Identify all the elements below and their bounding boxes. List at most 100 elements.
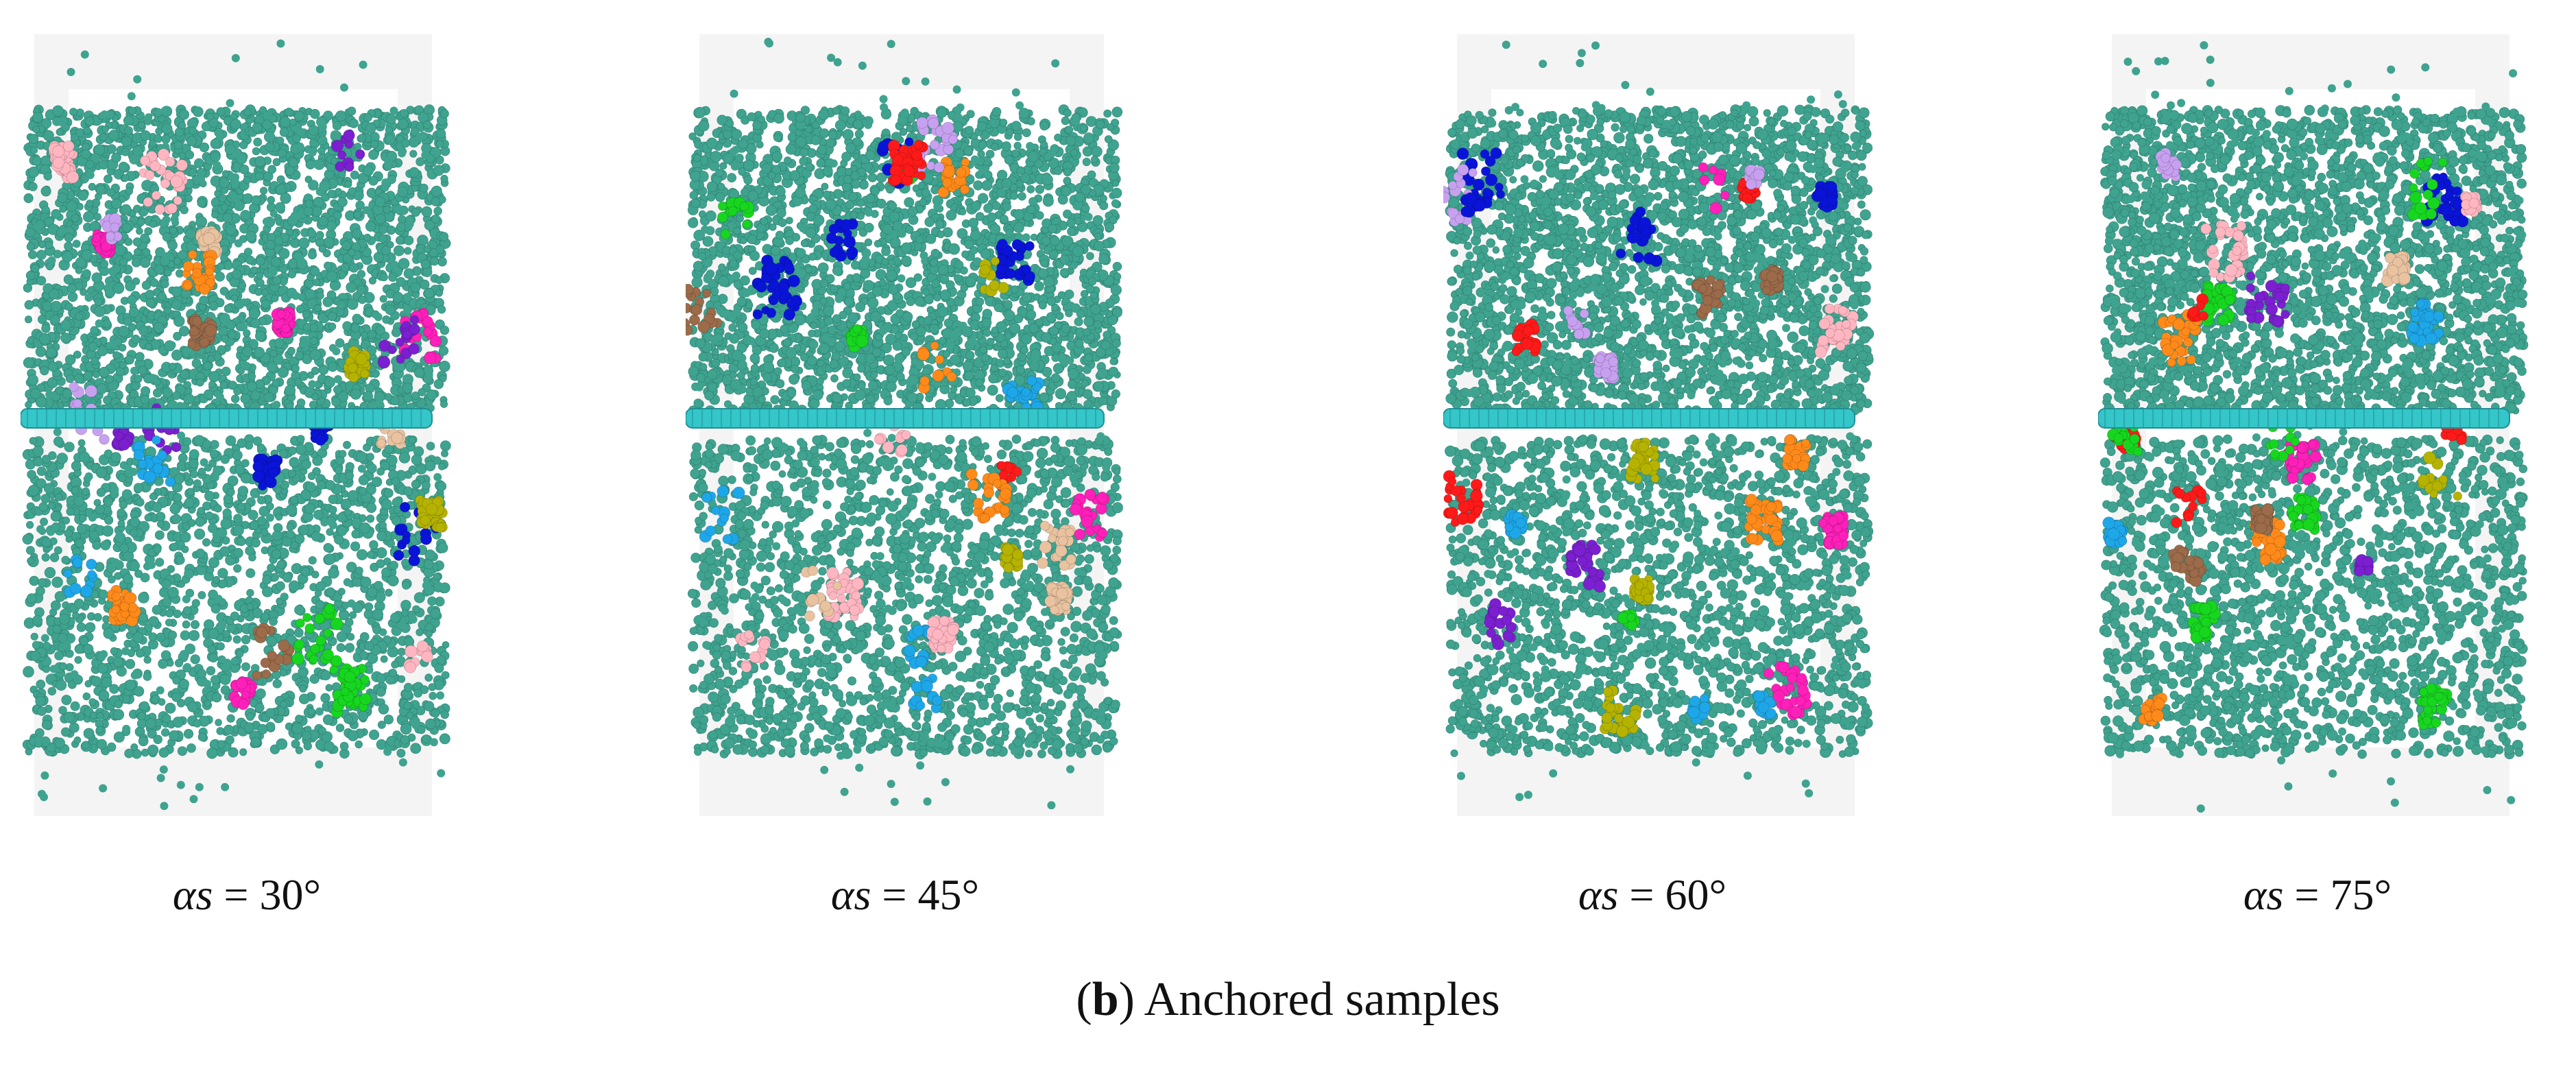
matrix-particle: [57, 192, 68, 203]
matrix-particle: [40, 186, 51, 197]
matrix-particle: [395, 236, 405, 245]
loose-particle: [99, 784, 108, 793]
matrix-particle: [77, 523, 87, 534]
loose-particle: [47, 527, 56, 536]
matrix-particle: [190, 654, 200, 665]
matrix-particle: [435, 140, 444, 148]
matrix-particle: [285, 529, 296, 539]
matrix-particle: [364, 641, 374, 651]
matrix-particle: [254, 702, 265, 713]
loose-particle: [433, 472, 442, 481]
matrix-particle: [67, 291, 78, 302]
fragment-particle: [152, 435, 161, 445]
fragment-particle: [166, 202, 178, 214]
loose-particle: [159, 765, 168, 774]
matrix-particle: [424, 701, 435, 712]
matrix-particle: [182, 620, 191, 629]
matrix-particle: [340, 499, 352, 510]
loose-particle: [394, 205, 403, 214]
loose-particle: [57, 227, 66, 236]
matrix-particle: [245, 255, 255, 265]
matrix-particle: [135, 649, 145, 658]
loose-particle: [45, 390, 54, 399]
matrix-particle: [237, 486, 249, 496]
matrix-particle: [254, 171, 264, 181]
fragment-particle: [99, 433, 110, 445]
fragment-particle: [156, 450, 167, 461]
matrix-particle: [318, 216, 328, 226]
matrix-particle: [222, 213, 233, 224]
loose-particle: [384, 156, 393, 165]
matrix-particle: [422, 734, 431, 743]
matrix-particle: [370, 140, 378, 149]
matrix-particle: [343, 440, 351, 449]
matrix-particle: [93, 612, 102, 622]
matrix-particle: [59, 613, 70, 625]
matrix-particle: [158, 698, 166, 706]
matrix-particle: [184, 497, 195, 508]
loose-particle: [318, 123, 327, 132]
loose-particle: [162, 215, 171, 224]
matrix-particle: [160, 650, 171, 660]
matrix-particle: [60, 320, 71, 331]
matrix-particle: [348, 248, 356, 256]
matrix-particle: [52, 105, 64, 117]
loose-particle: [383, 747, 392, 756]
fragment-particle: [387, 345, 397, 355]
matrix-particle: [341, 240, 352, 250]
matrix-particle: [397, 647, 406, 656]
loose-particle: [232, 194, 241, 203]
matrix-particle: [379, 295, 387, 303]
loose-particle: [62, 641, 71, 649]
matrix-particle: [40, 366, 49, 376]
matrix-particle: [276, 738, 288, 750]
matrix-particle: [169, 363, 177, 371]
fragment-particle: [276, 309, 286, 319]
matrix-particle: [178, 152, 186, 160]
matrix-particle: [136, 227, 143, 235]
matrix-particle: [440, 109, 449, 119]
matrix-particle: [339, 450, 347, 458]
matrix-particle: [440, 325, 450, 335]
matrix-particle: [145, 298, 156, 308]
matrix-particle: [337, 525, 348, 536]
fragment-particle: [241, 690, 250, 699]
matrix-particle: [128, 625, 138, 635]
loose-particle: [291, 212, 300, 221]
matrix-particle: [189, 470, 198, 479]
matrix-particle: [375, 325, 385, 335]
matrix-particle: [177, 746, 187, 756]
matrix-particle: [182, 606, 192, 615]
matrix-particle: [189, 630, 200, 641]
matrix-particle: [237, 438, 247, 448]
loose-particle: [148, 374, 157, 383]
matrix-particle: [239, 165, 250, 175]
matrix-particle: [162, 597, 172, 608]
matrix-particle: [138, 592, 149, 603]
matrix-particle: [358, 710, 369, 721]
fragment-particle: [399, 501, 411, 513]
matrix-particle: [216, 107, 226, 117]
matrix-particle: [233, 564, 242, 573]
matrix-particle: [344, 714, 353, 724]
loose-particle: [111, 558, 120, 567]
matrix-particle: [404, 636, 415, 647]
matrix-particle: [441, 450, 448, 457]
matrix-particle: [221, 334, 229, 343]
matrix-particle: [421, 206, 433, 217]
matrix-particle: [439, 232, 449, 241]
matrix-particle: [255, 278, 265, 287]
loose-particle: [398, 758, 407, 767]
matrix-particle: [29, 437, 37, 445]
matrix-particle: [81, 249, 93, 261]
matrix-particle: [311, 366, 320, 375]
loose-particle: [265, 513, 274, 522]
matrix-particle: [304, 200, 313, 208]
matrix-particle: [138, 736, 149, 747]
matrix-particle: [369, 540, 378, 550]
matrix-particle: [232, 525, 244, 536]
loose-particle: [232, 149, 241, 158]
matrix-particle: [181, 545, 189, 553]
matrix-particle: [426, 390, 437, 400]
matrix-particle: [345, 471, 354, 481]
